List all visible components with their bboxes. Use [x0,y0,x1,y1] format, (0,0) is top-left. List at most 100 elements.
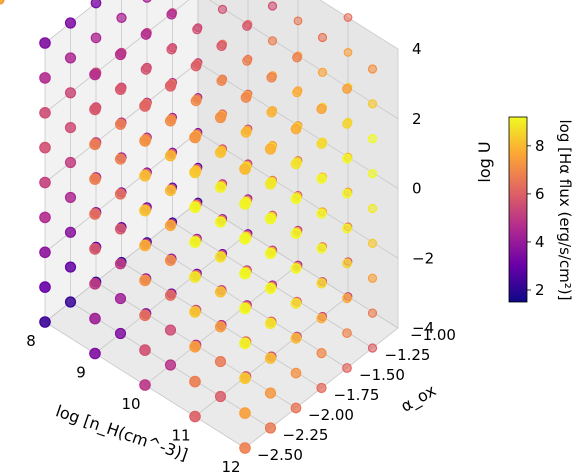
y-tick-label: −2.00 [308,406,354,424]
x-axis-ticks: 8 9 10 11 12 [26,332,240,473]
data-point [264,387,277,399]
data-point [64,261,77,273]
y-tick-label: −1.00 [410,326,456,344]
data-point [164,115,177,127]
data-point [316,278,327,289]
data-point [139,274,151,287]
data-point [264,352,277,364]
data-point [89,208,101,220]
x-tick-label: 8 [26,332,36,350]
data-point [367,168,378,179]
data-point [89,277,101,290]
data-point [316,138,327,149]
z-tick-label: −4 [412,319,434,337]
data-point [290,193,302,205]
data-point [264,317,277,329]
colorbar-tick-label: 6 [535,185,545,203]
data-point [39,176,51,189]
data-points [0,0,378,454]
data-point [240,127,252,138]
data-point [64,87,77,99]
data-point [217,4,228,15]
x-tick-label: 9 [76,364,86,382]
data-point [89,68,101,81]
z-axis-ticks: 4 2 0 −2 −4 [412,40,434,337]
data-point [139,344,151,356]
data-point [239,267,251,280]
data-point [316,382,327,394]
data-point [292,52,302,63]
data-point [39,211,51,224]
data-point [139,239,151,252]
data-point [89,243,101,255]
data-point [316,348,327,359]
data-point [264,422,277,434]
z-tick-label: 2 [412,110,422,128]
data-point [164,80,177,92]
data-point [190,60,202,72]
data-point [214,286,227,298]
data-point [342,363,352,373]
data-point [64,156,77,169]
data-point [367,343,378,353]
data-point [64,17,77,29]
data-point [190,95,202,107]
data-point [242,21,252,31]
z-tick-label: −2 [412,249,434,267]
data-point [214,390,227,403]
data-point [267,1,278,11]
data-point [164,219,177,232]
data-point [189,236,201,248]
data-point [192,24,202,35]
data-point [216,75,227,87]
data-point [239,442,251,454]
data-point [214,251,227,263]
colorbar-label: log [Hα flux (erg/s/cm²)] [556,119,574,300]
y-tick-label: −1.50 [359,366,405,384]
data-point [39,246,51,259]
data-point [266,107,277,118]
data-point [290,228,302,239]
data-point [242,56,252,66]
y-tick-label: −1.25 [385,346,431,364]
data-point [189,271,201,283]
data-point [39,37,51,49]
data-point [264,213,277,225]
data-point [164,150,177,162]
data-point [239,163,251,175]
data-point [64,52,77,64]
data-point [367,64,378,74]
data-point [367,273,378,283]
data-point [264,248,277,260]
data-point [114,153,127,165]
data-point [342,153,352,164]
data-point [114,188,127,200]
data-point [264,178,277,190]
data-point [214,181,227,193]
data-point [266,72,277,83]
data-point [164,185,177,197]
data-point [342,328,352,338]
data-point [239,372,251,385]
data-point [290,332,302,344]
data-point [64,296,77,308]
data-point [116,12,127,23]
data-point [114,48,127,61]
data-point [140,64,152,75]
data-point [0,0,5,5]
data-point [139,204,151,217]
data-point [342,84,352,94]
data-point [89,103,101,116]
data-point [64,122,77,134]
data-point [290,402,302,414]
data-point [114,223,127,235]
data-point [139,309,151,322]
x-tick-label: 10 [121,395,140,413]
data-point [342,258,352,269]
data-point [189,131,201,144]
data-point [342,293,352,304]
data-point [367,238,378,249]
data-point [239,407,251,419]
data-point [114,327,127,340]
data-point [343,13,353,22]
